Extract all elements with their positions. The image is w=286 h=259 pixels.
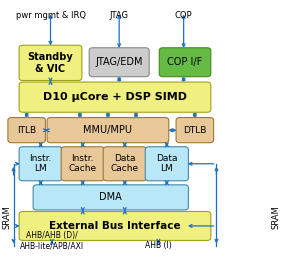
- FancyBboxPatch shape: [19, 147, 62, 181]
- FancyBboxPatch shape: [8, 118, 45, 143]
- Text: Data
LM: Data LM: [156, 154, 178, 174]
- Text: DTLB: DTLB: [183, 126, 206, 135]
- Text: AHB/AHB (D)/
AHB-lite/APB/AXI: AHB/AHB (D)/ AHB-lite/APB/AXI: [20, 231, 84, 250]
- FancyBboxPatch shape: [145, 147, 188, 181]
- Text: MMU/MPU: MMU/MPU: [84, 125, 132, 135]
- Text: JTAG/EDM: JTAG/EDM: [96, 57, 143, 67]
- Text: COP: COP: [175, 11, 192, 20]
- Text: JTAG: JTAG: [110, 11, 129, 20]
- FancyBboxPatch shape: [33, 185, 188, 210]
- Text: pwr mgmt & IRQ: pwr mgmt & IRQ: [15, 11, 86, 20]
- Text: D10 μCore + DSP SIMD: D10 μCore + DSP SIMD: [43, 92, 187, 102]
- Text: Instr.
Cache: Instr. Cache: [69, 154, 97, 174]
- FancyBboxPatch shape: [61, 147, 104, 181]
- Text: External Bus Interface: External Bus Interface: [49, 221, 181, 231]
- FancyBboxPatch shape: [19, 82, 211, 112]
- FancyBboxPatch shape: [19, 45, 82, 81]
- FancyBboxPatch shape: [159, 48, 211, 77]
- FancyBboxPatch shape: [89, 48, 149, 77]
- Text: Standby
& VIC: Standby & VIC: [28, 52, 74, 74]
- FancyBboxPatch shape: [19, 212, 211, 240]
- FancyBboxPatch shape: [47, 118, 169, 143]
- Text: COP I/F: COP I/F: [167, 57, 203, 67]
- Text: Instr.
LM: Instr. LM: [29, 154, 52, 174]
- Text: SRAM: SRAM: [272, 205, 281, 229]
- Text: AHB (I): AHB (I): [145, 241, 172, 250]
- Text: DMA: DMA: [100, 192, 122, 202]
- Text: ITLB: ITLB: [17, 126, 36, 135]
- FancyBboxPatch shape: [176, 118, 214, 143]
- Text: Data
Cache: Data Cache: [111, 154, 139, 174]
- Text: SRAM: SRAM: [3, 205, 11, 229]
- FancyBboxPatch shape: [103, 147, 146, 181]
